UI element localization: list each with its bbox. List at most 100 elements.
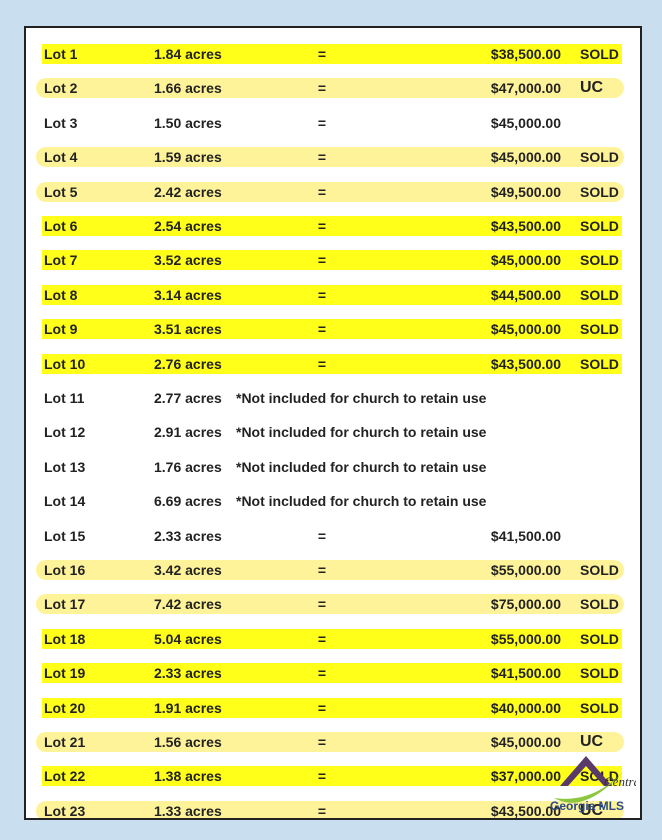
lot-row: Lot 18 5.04 acres = $55,000.00 SOLD [26,628,640,649]
cell-lot: Lot 14 [44,493,86,510]
cell-acres: 2.33 acres [154,665,222,682]
highlight [42,216,622,236]
cell-lot: Lot 16 [44,562,86,578]
cell-price: $43,500.00 [490,355,561,372]
cell-lot: Lot 10 [44,355,86,372]
cell-sep: = [317,183,327,200]
highlight [42,44,622,64]
cell-sep: = [317,355,327,372]
highlight [42,697,622,718]
cell-acres: 1.59 acres [154,149,222,166]
cell-price: $44,500.00 [490,286,561,303]
cell-status: SOLD [580,630,619,647]
cell-acres: 2.77 acres [154,390,222,406]
cell-status: SOLD [580,286,619,303]
lot-row: Lot 7 3.52 acres = $45,000.00 SOLD [26,250,640,271]
cell-acres: 3.51 acres [154,321,222,338]
cell-acres: 6.69 acres [154,493,222,510]
cell-sep: = [317,768,327,785]
cell-lot: Lot 21 [44,734,86,750]
cell-acres: 2.42 acres [154,183,222,200]
cell-status: SOLD [580,218,619,234]
lot-row: Lot 14 6.69 acres *Not included for church… [26,491,640,511]
lot-row: Lot 11 2.77 acres *Not included for church… [26,388,640,408]
lot-row: Lot 9 3.51 acres = $45,000.00 SOLD [26,319,640,340]
highlight [36,181,624,202]
cell-note: *Not included for church to retain use [236,390,487,406]
highlight [42,353,622,374]
cell-acres: 2.54 acres [154,218,222,234]
lot-row: Lot 4 1.59 acres = $45,000.00 SOLD [26,147,640,168]
cell-sep: = [317,630,327,647]
cell-acres: 1.76 acres [154,458,222,475]
cell-lot: Lot 3 [44,114,78,131]
cell-sep: = [317,114,327,131]
lot-row: Lot 15 2.33 acres = $41,500.00 [26,526,640,546]
cell-price: $43,500.00 [490,218,561,234]
cell-price: $45,000.00 [490,734,561,750]
cell-acres: 1.91 acres [154,699,222,716]
cell-status: SOLD [580,149,619,166]
highlight [42,250,622,271]
cell-price: $55,000.00 [490,630,561,647]
lot-row: Lot 16 3.42 acres = $55,000.00 SOLD [26,560,640,580]
cell-status: UC [580,79,604,97]
lot-row: Lot 10 2.76 acres = $43,500.00 SOLD [26,353,640,374]
cell-note: *Not included for church to retain use [236,493,487,510]
highlight [36,594,624,615]
cell-lot: Lot 19 [44,665,86,682]
cell-sep: = [317,46,327,62]
cell-lot: Lot 22 [44,768,86,785]
highlight [36,147,624,168]
highlight [42,663,622,684]
cell-acres: 3.52 acres [154,252,222,269]
cell-acres: 1.56 acres [154,734,222,750]
cell-sep: = [317,802,327,819]
cell-acres: 2.76 acres [154,355,222,372]
cell-sep: = [317,252,327,269]
lot-row: Lot 2 1.66 acres = $47,000.00 UC [26,78,640,99]
cell-price: $45,000.00 [490,252,561,269]
cell-status: SOLD [580,665,619,682]
cell-lot: Lot 7 [44,252,78,269]
cell-acres: 1.50 acres [154,114,222,131]
cell-sep: = [317,734,327,750]
cell-acres: 5.04 acres [154,630,222,647]
cell-price: $43,500.00 [490,802,561,819]
cell-lot: Lot 13 [44,458,86,475]
cell-lot: Lot 6 [44,218,78,234]
cell-sep: = [317,665,327,682]
cell-acres: 3.14 acres [154,286,222,303]
cell-sep: = [317,286,327,303]
cell-status: SOLD [580,355,619,372]
cell-sep: = [317,321,327,338]
cell-acres: 1.84 acres [154,46,222,62]
lot-row: Lot 17 7.42 acres = $75,000.00 SOLD [26,594,640,615]
cell-price: $45,000.00 [490,321,561,338]
highlight [36,800,624,818]
logo-line1: Central [604,774,636,789]
cell-note: *Not included for church to retain use [236,424,487,441]
lot-row: Lot 12 2.91 acres *Not included for church… [26,422,640,442]
cell-acres: 3.42 acres [154,562,222,578]
highlight [36,560,624,580]
cell-price: $40,000.00 [490,699,561,716]
lot-row: Lot 13 1.76 acres *Not included for church… [26,457,640,477]
cell-price: $75,000.00 [490,596,561,613]
lot-row: Lot 21 1.56 acres = $45,000.00 UC [26,732,640,752]
cell-status: SOLD [580,596,619,613]
logo: Central Georgia MLS [546,746,640,816]
cell-price: $41,500.00 [490,527,561,544]
cell-lot: Lot 12 [44,424,86,441]
logo-icon: Central Georgia MLS [550,756,640,813]
cell-price: $49,500.00 [490,183,561,200]
cell-acres: 2.91 acres [154,424,222,441]
lot-row: Lot 6 2.54 acres = $43,500.00 SOLD [26,216,640,236]
cell-lot: Lot 23 [44,802,86,819]
cell-status: UC [580,801,604,819]
lot-row: Lot 8 3.14 acres = $44,500.00 SOLD [26,284,640,305]
lot-row: Lot 19 2.33 acres = $41,500.00 SOLD [26,663,640,684]
cell-lot: Lot 15 [44,527,86,544]
cell-status: SOLD [580,252,619,269]
